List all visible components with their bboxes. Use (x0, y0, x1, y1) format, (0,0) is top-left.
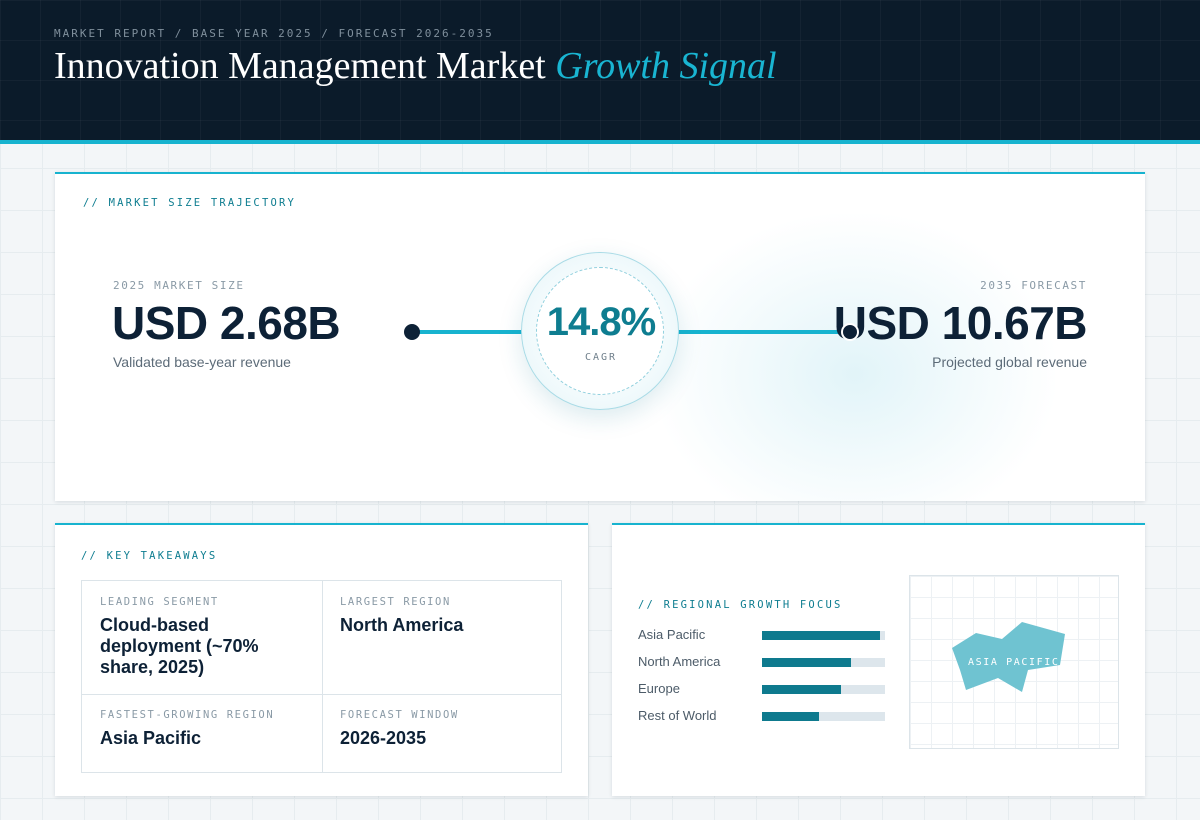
takeaway-cell: LARGEST REGION North America (322, 581, 562, 694)
bar-track (762, 712, 885, 721)
bar-fill (762, 658, 851, 667)
regional-section-label: // REGIONAL GROWTH FOCUS (638, 599, 843, 611)
market-size-trajectory-card: // MARKET SIZE TRAJECTORY 2025 MARKET SI… (55, 172, 1145, 501)
end-stat-label: 2035 FORECAST (980, 279, 1087, 292)
bar-fill (762, 712, 819, 721)
start-stat-value: USD 2.68B (112, 297, 341, 349)
takeaway-label: LARGEST REGION (340, 596, 451, 608)
takeaway-label: LEADING SEGMENT (100, 596, 219, 608)
bar-track (762, 685, 885, 694)
start-marker (404, 324, 420, 340)
region-map: ASIA PACIFIC (909, 575, 1119, 749)
asia-pacific-shape (952, 622, 1065, 692)
bar-label: Asia Pacific (638, 627, 706, 642)
end-stat-note: Projected global revenue (932, 354, 1087, 370)
takeaway-value: 2026-2035 (340, 728, 427, 748)
takeaway-value: North America (340, 615, 464, 635)
bar-fill (762, 631, 880, 640)
bar-row: Rest of World (638, 708, 888, 726)
takeaway-cell: FASTEST-GROWING REGION Asia Pacific (82, 694, 322, 772)
takeaways-section-label: // KEY TAKEAWAYS (81, 550, 218, 562)
asia-pacific-map-icon (952, 622, 1065, 692)
key-takeaways-card: // KEY TAKEAWAYS LEADING SEGMENT Cloud-b… (55, 523, 588, 796)
takeaway-value: Cloud-based deployment (~70% share, 2025… (100, 615, 259, 677)
bar-row: Europe (638, 681, 888, 699)
grid-divider-vertical (322, 581, 323, 772)
bar-label: North America (638, 654, 721, 669)
bar-row: North America (638, 654, 888, 672)
trajectory-section-label: // MARKET SIZE TRAJECTORY (83, 197, 297, 209)
cagr-inner-ring: 14.8% CAGR (536, 267, 664, 395)
bar-label: Rest of World (638, 708, 717, 723)
bar-row: Asia Pacific (638, 627, 888, 645)
cagr-value: 14.8% (546, 300, 656, 344)
map-region-label: ASIA PACIFIC (968, 657, 1060, 668)
page-title: Innovation Management Market Growth Sign… (54, 44, 777, 88)
bar-fill (762, 685, 841, 694)
end-stat-value: USD 10.67B (833, 297, 1088, 349)
bar-track (762, 631, 885, 640)
background-glow (655, 214, 1055, 501)
takeaway-value: Asia Pacific (100, 728, 202, 748)
bar-label: Europe (638, 681, 680, 696)
regional-growth-card: // REGIONAL GROWTH FOCUS Asia Pacific Nor… (612, 523, 1145, 796)
title-accent: Growth Signal (555, 45, 777, 87)
takeaway-label: FORECAST WINDOW (340, 709, 459, 721)
report-kicker: MARKET REPORT / BASE YEAR 2025 / FORECAS… (54, 27, 494, 40)
takeaway-cell: LEADING SEGMENT Cloud-based deployment (… (82, 581, 322, 694)
start-stat-label: 2025 MARKET SIZE (113, 279, 245, 292)
takeaways-grid: LEADING SEGMENT Cloud-based deployment (… (81, 580, 562, 773)
start-stat-note: Validated base-year revenue (113, 354, 291, 370)
title-main: Innovation Management Market (54, 45, 546, 87)
takeaway-cell: FORECAST WINDOW 2026-2035 (322, 694, 562, 772)
grid-divider-horizontal (82, 694, 561, 695)
cagr-badge: 14.8% CAGR (521, 252, 679, 410)
bar-track (762, 658, 885, 667)
takeaway-label: FASTEST-GROWING REGION (100, 709, 275, 721)
report-header: MARKET REPORT / BASE YEAR 2025 / FORECAS… (0, 0, 1200, 144)
cagr-label: CAGR (584, 352, 618, 363)
